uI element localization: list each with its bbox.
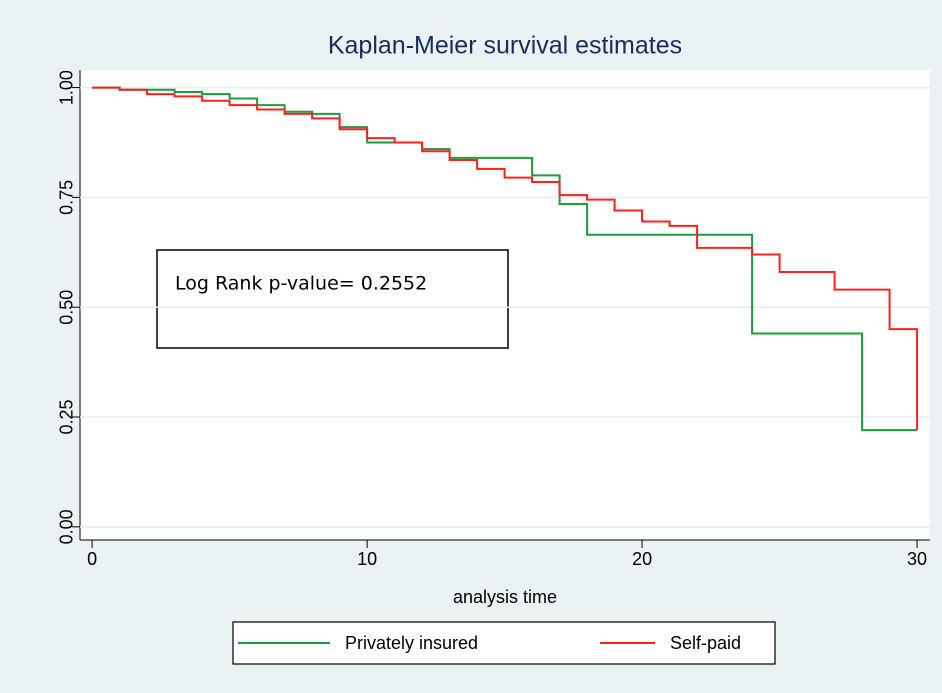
survival-line bbox=[92, 86, 918, 432]
y-tick-label: 0.50 bbox=[57, 290, 77, 325]
y-tick-label: 0.00 bbox=[57, 509, 77, 544]
y-tick-label: 1.00 bbox=[57, 70, 77, 105]
x-tick-label: 0 bbox=[87, 549, 97, 569]
x-tick-label: 30 bbox=[907, 549, 927, 569]
chart-title: Kaplan-Meier survival estimates bbox=[328, 32, 682, 60]
x-tick-label: 10 bbox=[357, 549, 377, 569]
x-axis-label: analysis time bbox=[453, 587, 557, 607]
y-tick-label: 0.25 bbox=[57, 399, 77, 434]
survival-line bbox=[92, 86, 919, 431]
x-tick-label: 20 bbox=[632, 549, 652, 569]
annotation-box bbox=[156, 249, 509, 349]
legend-label: Self-paid bbox=[670, 633, 741, 653]
annotation: Log Rank p-value= 0.2552 bbox=[175, 273, 427, 295]
legend-label: Privately insured bbox=[345, 633, 478, 653]
y-tick-label: 0.75 bbox=[57, 180, 77, 215]
